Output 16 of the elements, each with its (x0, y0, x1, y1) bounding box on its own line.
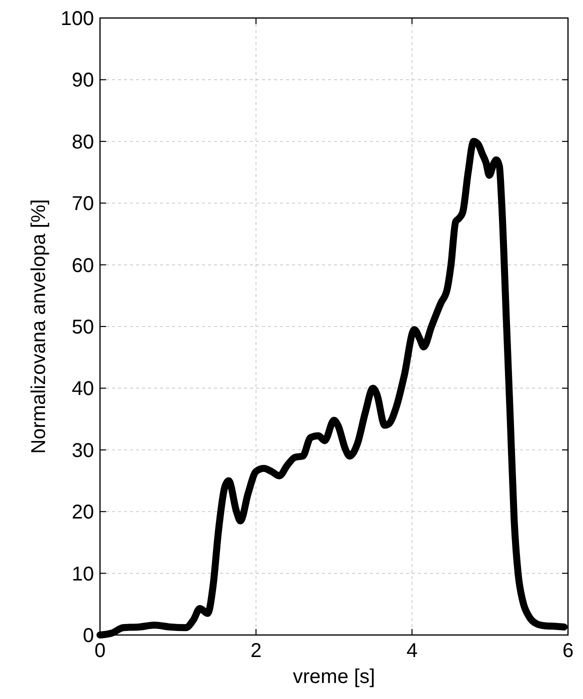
y-tick-label: 20 (72, 502, 94, 524)
y-tick-label: 80 (72, 131, 94, 154)
y-tick-label: 60 (72, 254, 94, 277)
y-tick-label: 0 (82, 625, 94, 647)
y-tick-label: 30 (72, 440, 94, 462)
y-tick-label: 40 (72, 378, 94, 400)
y-tick-label: 100 (60, 8, 94, 30)
y-axis-title: Normalizovana anvelopa [%] (28, 199, 50, 454)
y-tick-label: 90 (72, 70, 94, 92)
y-tick-label: 70 (72, 193, 94, 216)
x-axis-title: vreme [s] (292, 666, 376, 688)
x-tick-label: 6 (562, 640, 574, 662)
y-tick-label: 10 (72, 563, 94, 586)
x-tick-label: 4 (406, 640, 418, 662)
x-tick-label: 2 (250, 640, 262, 662)
y-tick-label: 50 (72, 316, 94, 338)
